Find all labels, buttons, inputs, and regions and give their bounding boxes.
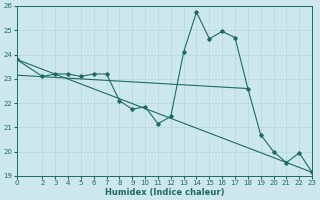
X-axis label: Humidex (Indice chaleur): Humidex (Indice chaleur) [105,188,224,197]
